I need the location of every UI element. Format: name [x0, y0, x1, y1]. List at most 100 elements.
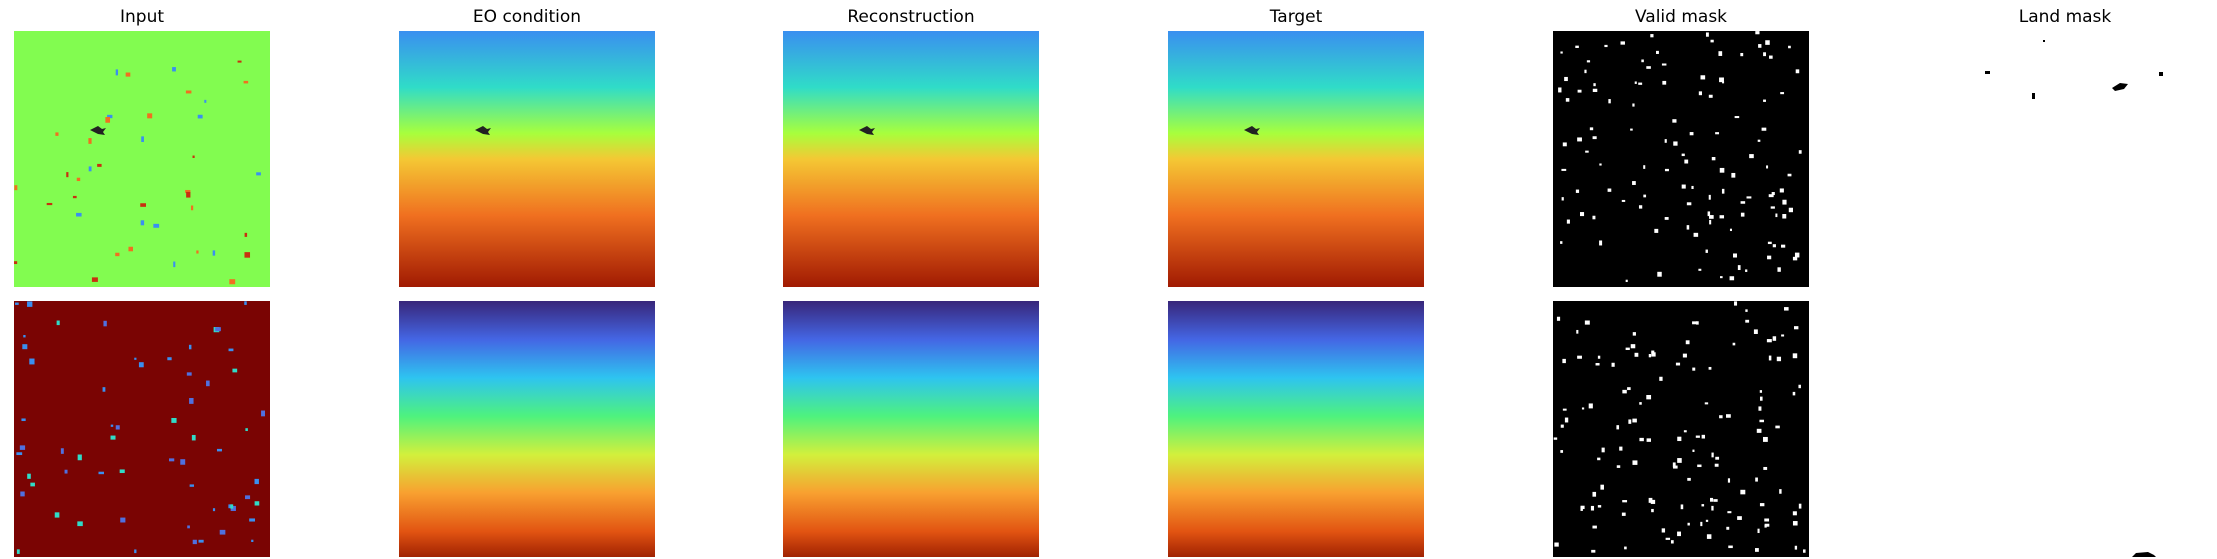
speck: [169, 458, 175, 462]
speck: [186, 191, 191, 198]
speck: [77, 521, 83, 527]
speck: [1560, 450, 1564, 453]
speck: [1753, 329, 1758, 334]
speck: [1597, 505, 1602, 508]
speck: [27, 473, 31, 479]
speck: [1624, 546, 1627, 550]
island: [90, 126, 106, 135]
speck: [1698, 91, 1703, 96]
speck: [1604, 44, 1608, 48]
speck: [167, 357, 172, 361]
panels: [14, 31, 2163, 557]
speck: [1577, 89, 1582, 93]
speck: [1726, 526, 1730, 530]
speck: [1792, 521, 1798, 526]
speck: [1705, 32, 1709, 37]
speck: [1597, 355, 1601, 359]
speck: [134, 549, 137, 554]
speck: [1764, 524, 1767, 528]
speck: [1787, 173, 1792, 177]
speck: [1553, 437, 1558, 440]
input-image: [14, 301, 270, 557]
land: [2159, 72, 2163, 76]
speck: [1755, 548, 1759, 552]
speck: [1581, 407, 1585, 410]
speck: [1634, 81, 1637, 84]
speck: [29, 358, 35, 365]
speck: [1697, 464, 1702, 468]
speck: [110, 424, 114, 427]
speck: [180, 459, 186, 465]
land: [2043, 40, 2045, 42]
speck: [1727, 478, 1731, 483]
speck: [1580, 212, 1585, 217]
speck: [1592, 491, 1597, 497]
eo-image: [399, 301, 655, 557]
speck: [215, 327, 221, 332]
speck: [1657, 271, 1662, 277]
speck: [1734, 116, 1740, 119]
speck: [1691, 185, 1694, 190]
speck: [1562, 142, 1567, 147]
speck: [1630, 344, 1636, 349]
speck: [1639, 437, 1644, 442]
speck: [1715, 456, 1720, 460]
speck: [1687, 477, 1691, 481]
speck: [206, 380, 210, 387]
speck: [1639, 402, 1642, 405]
speck: [1650, 34, 1654, 38]
speck: [20, 491, 25, 497]
speck: [1757, 139, 1761, 142]
speck: [1561, 197, 1564, 201]
speck: [1677, 531, 1681, 537]
speck: [1794, 545, 1798, 550]
speck: [230, 505, 236, 511]
speck: [1590, 505, 1595, 511]
speck: [1715, 132, 1720, 135]
valid-mask-image: [1553, 31, 1809, 287]
speck: [1661, 528, 1666, 533]
speck: [245, 495, 251, 500]
speck: [138, 362, 144, 368]
speck: [1575, 45, 1579, 48]
speck: [1659, 376, 1663, 381]
speck: [1745, 309, 1748, 312]
speck: [1682, 353, 1687, 358]
land: [2132, 552, 2156, 557]
speck: [197, 114, 203, 119]
speck: [1561, 168, 1567, 171]
speck: [1713, 499, 1718, 502]
speck: [1700, 521, 1703, 527]
land: [1985, 71, 1990, 74]
speck: [1595, 363, 1600, 366]
speck: [1564, 417, 1569, 423]
speck: [1792, 511, 1797, 516]
speck: [1577, 355, 1582, 359]
speck: [212, 250, 216, 256]
speck: [1719, 215, 1725, 219]
speck: [115, 69, 119, 76]
speck: [1758, 406, 1762, 411]
speck: [1641, 59, 1644, 63]
speck: [1734, 301, 1738, 306]
speck: [98, 471, 105, 475]
speck: [1592, 136, 1597, 140]
speck: [1711, 157, 1716, 161]
speck: [14, 261, 18, 265]
speck: [1708, 194, 1711, 200]
speck: [1788, 45, 1791, 49]
speck: [91, 277, 98, 282]
speck: [128, 246, 133, 252]
speck: [1728, 545, 1733, 549]
speck: [88, 166, 92, 172]
speck: [1616, 465, 1621, 468]
speck: [192, 539, 197, 545]
speck: [251, 539, 254, 543]
panel-title: Land mask: [2019, 7, 2112, 27]
speck: [1700, 75, 1706, 80]
speck: [1616, 425, 1620, 430]
speck: [1589, 127, 1594, 131]
speck: [1693, 232, 1699, 237]
speck: [1763, 99, 1766, 102]
speck: [261, 410, 266, 417]
